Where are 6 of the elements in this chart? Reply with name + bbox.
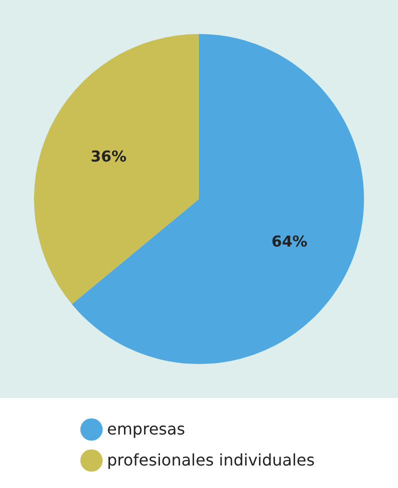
data-label: 36% [90, 147, 126, 166]
legend-label: profesionales individuales [107, 450, 315, 470]
pie-slice [34, 34, 199, 304]
pie-slice [72, 34, 364, 364]
data-label: 64% [272, 232, 308, 251]
legend-label: empresas [107, 420, 186, 438]
